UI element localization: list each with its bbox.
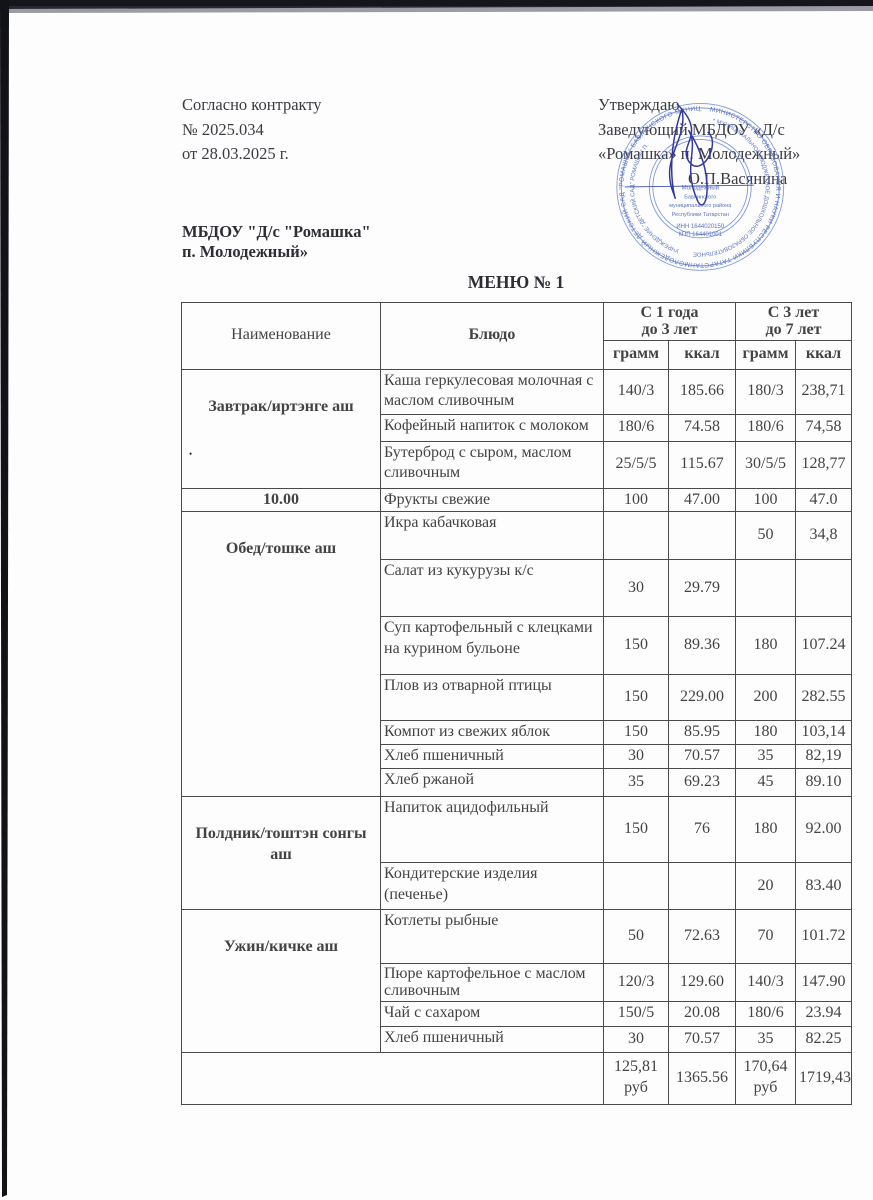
svg-text:МОЛОДЕЖНЫЙ ДЕТСКИЙ САД "РОМАШК: МОЛОДЕЖНЫЙ ДЕТСКИЙ САД "РОМАШКА" БАВЛИНС… — [594, 78, 701, 268]
svg-text:муниципального района: муниципального района — [669, 202, 732, 209]
svg-text:КПП 164401001: КПП 164401001 — [678, 232, 722, 238]
svg-text:ИНН 1644020150: ИНН 1644020150 — [676, 224, 724, 230]
svg-text:Бавлинского: Бавлинского — [684, 194, 716, 200]
svg-text:Республики Татарстан: Республики Татарстан — [672, 212, 729, 218]
